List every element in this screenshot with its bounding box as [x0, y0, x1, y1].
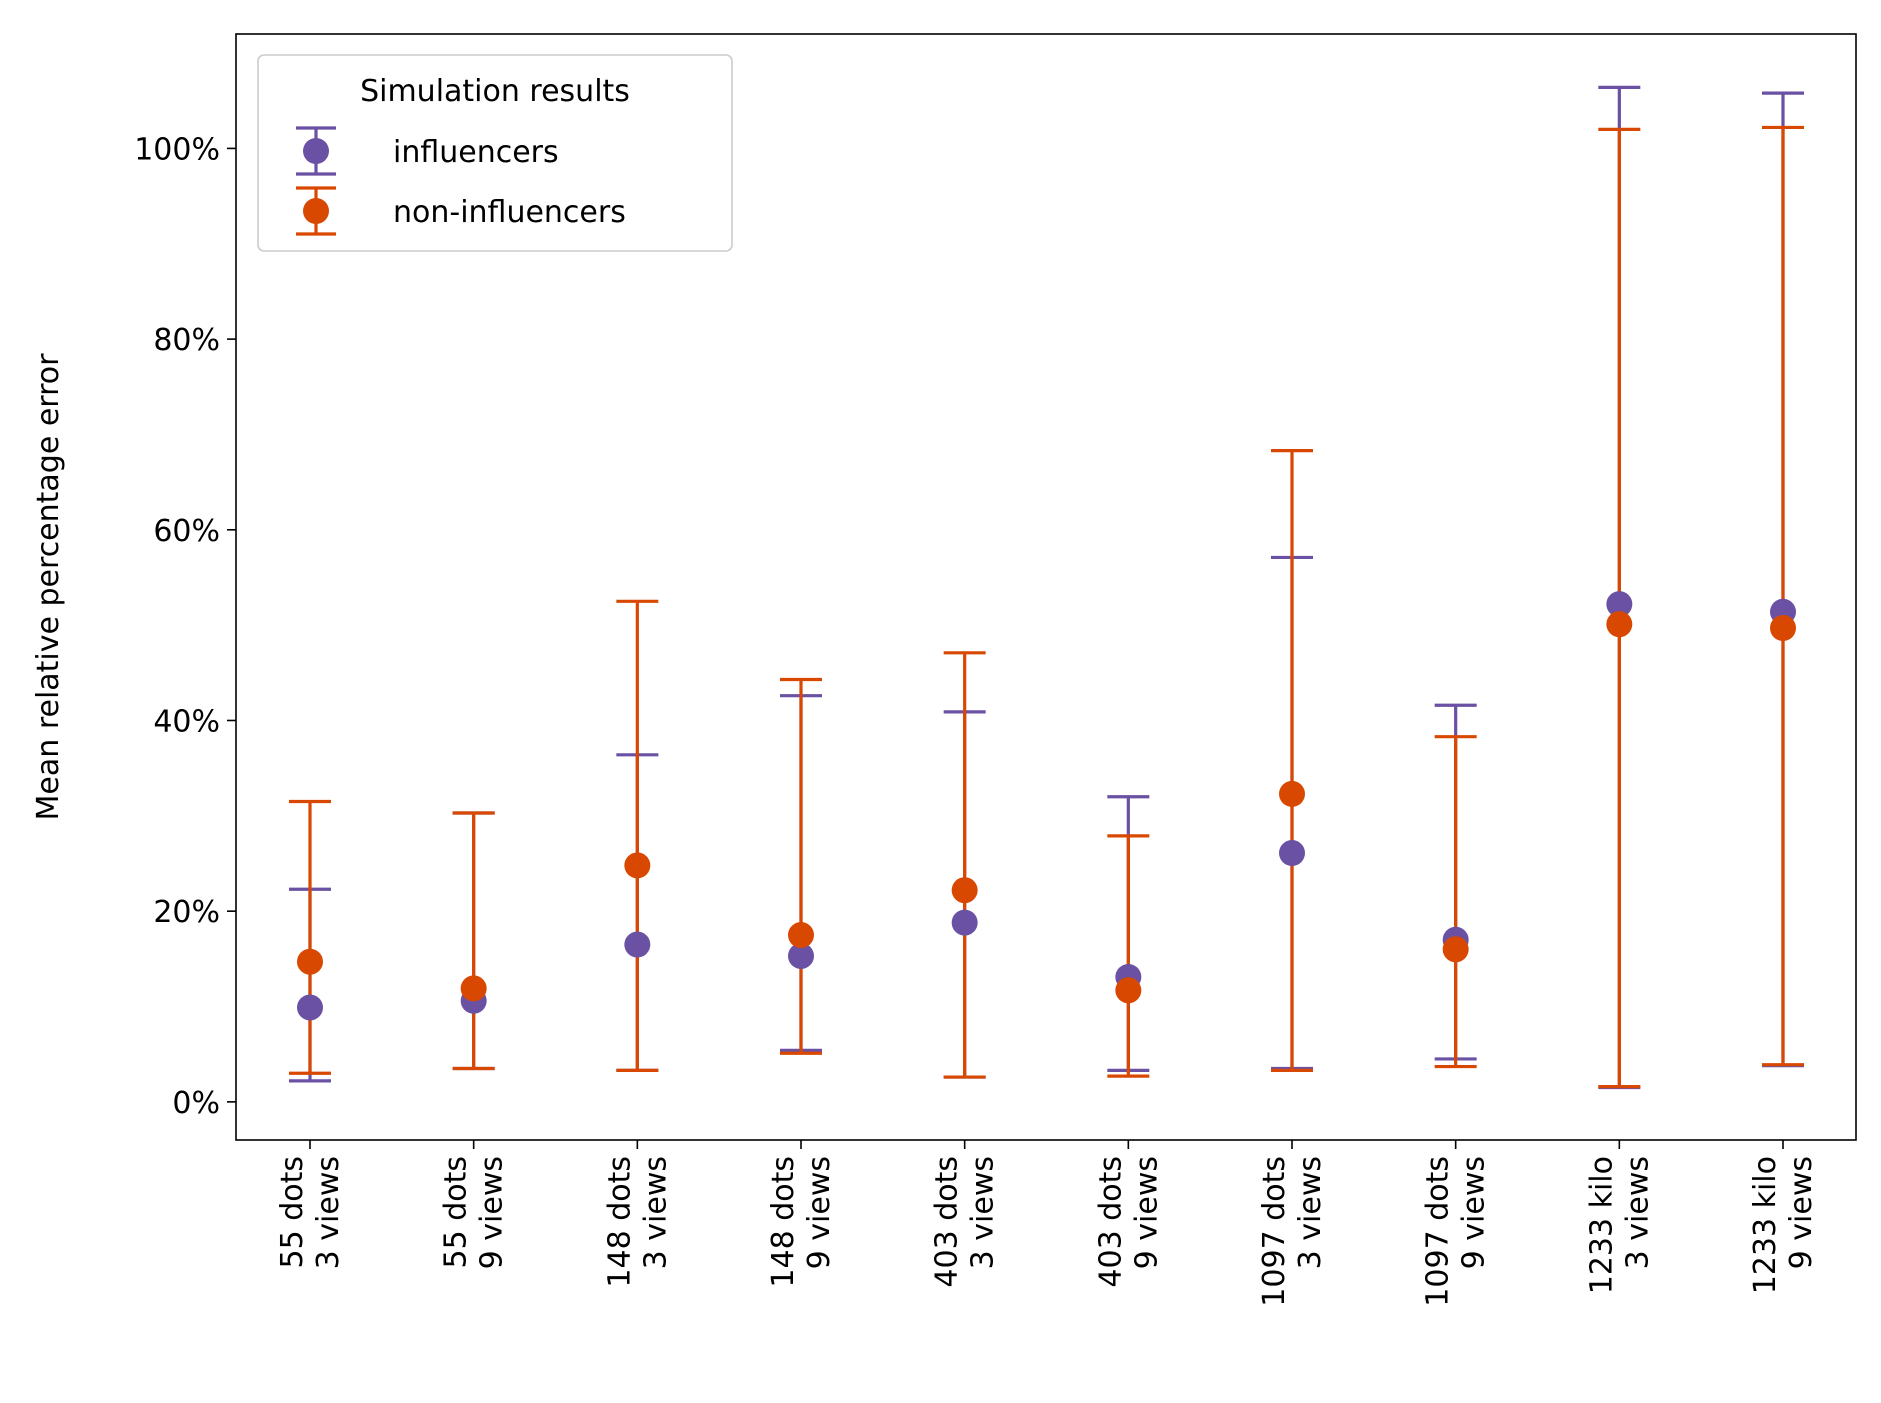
x-tick-label: 403 dots9 views [1093, 1156, 1164, 1288]
legend-marker-point [303, 198, 329, 224]
x-tick-label: 1233 kilo3 views [1584, 1156, 1655, 1294]
x-tick-label: 148 dots9 views [766, 1156, 837, 1288]
plot-area-frame [235, 33, 1857, 1141]
x-tick-label-line: 9 views [1784, 1156, 1819, 1269]
data-point [1606, 591, 1633, 618]
x-tick-label-line: 9 views [475, 1156, 510, 1269]
x-tick-label-line: 9 views [802, 1156, 837, 1269]
x-tick-label: 1097 dots3 views [1257, 1156, 1328, 1307]
x-tick-label-line: 148 dots [602, 1156, 637, 1288]
data-point [297, 994, 323, 1021]
y-tick-label: 60% [153, 514, 220, 549]
legend: Simulation results influencers non-influen… [257, 54, 733, 252]
data-point [1442, 936, 1469, 963]
y-axis-label: Mean relative percentage error [31, 353, 66, 821]
y-axis: 0% 20% 40% 60% 80% 100% [134, 132, 236, 1121]
x-tick-label-line: 9 views [1457, 1156, 1492, 1269]
points-layer [297, 591, 1796, 1021]
x-tick-label: 148 dots3 views [602, 1156, 673, 1288]
y-tick-label: 0% [172, 1086, 220, 1121]
data-point [624, 852, 651, 879]
x-tick-label-line: 3 views [1293, 1156, 1328, 1269]
x-tick-label-line: 3 views [966, 1156, 1001, 1269]
error-bars-layer [289, 85, 1804, 1090]
series-non-influencers-points [297, 611, 1796, 1004]
y-tick-label: 100% [134, 132, 220, 167]
data-point [951, 877, 978, 904]
x-tick-label-line: 9 views [1129, 1156, 1164, 1269]
x-tick-label-line: 1097 dots [1421, 1156, 1456, 1307]
y-tick-label: 40% [153, 704, 220, 739]
legend-box [257, 54, 733, 252]
x-tick-label-line: 148 dots [766, 1156, 801, 1288]
x-tick-label-line: 403 dots [1093, 1156, 1128, 1288]
data-point [1770, 614, 1796, 641]
data-point [1115, 977, 1142, 1004]
x-tick-label-line: 55 dots [275, 1156, 310, 1269]
y-tick-label: 20% [153, 895, 220, 930]
data-point [460, 975, 487, 1002]
legend-title: Simulation results [360, 74, 630, 109]
legend-label: influencers [393, 135, 559, 170]
data-point [1279, 780, 1305, 807]
data-point [788, 942, 814, 969]
legend-entry-influencers: influencers [296, 126, 559, 176]
x-tick-label-line: 403 dots [930, 1156, 965, 1288]
y-tick-label: 80% [153, 323, 220, 358]
legend-entry-non-influencers: non-influencers [296, 186, 626, 236]
x-axis: 55 dots3 views 55 dots9 views 148 dots3 vi… [275, 1140, 1819, 1307]
data-point [951, 909, 978, 936]
x-tick-label-line: 55 dots [439, 1156, 474, 1269]
x-tick-label-line: 1233 kilo [1748, 1156, 1783, 1294]
x-tick-label-line: 3 views [1620, 1156, 1655, 1269]
x-tick-label: 1097 dots9 views [1421, 1156, 1492, 1307]
legend-label: non-influencers [393, 195, 626, 230]
data-point [297, 948, 323, 975]
x-tick-label: 55 dots3 views [275, 1156, 346, 1269]
x-tick-label: 403 dots3 views [930, 1156, 1001, 1288]
x-tick-label-line: 3 views [311, 1156, 346, 1269]
data-point [788, 922, 814, 949]
data-point [624, 931, 651, 958]
x-tick-label: 1233 kilo9 views [1748, 1156, 1819, 1294]
x-tick-label-line: 3 views [638, 1156, 673, 1269]
data-point [1606, 611, 1633, 638]
x-tick-label-line: 1233 kilo [1584, 1156, 1619, 1294]
data-point [1279, 840, 1305, 867]
legend-marker-point [303, 138, 329, 164]
x-tick-label: 55 dots9 views [439, 1156, 510, 1269]
x-tick-label-line: 1097 dots [1257, 1156, 1292, 1307]
